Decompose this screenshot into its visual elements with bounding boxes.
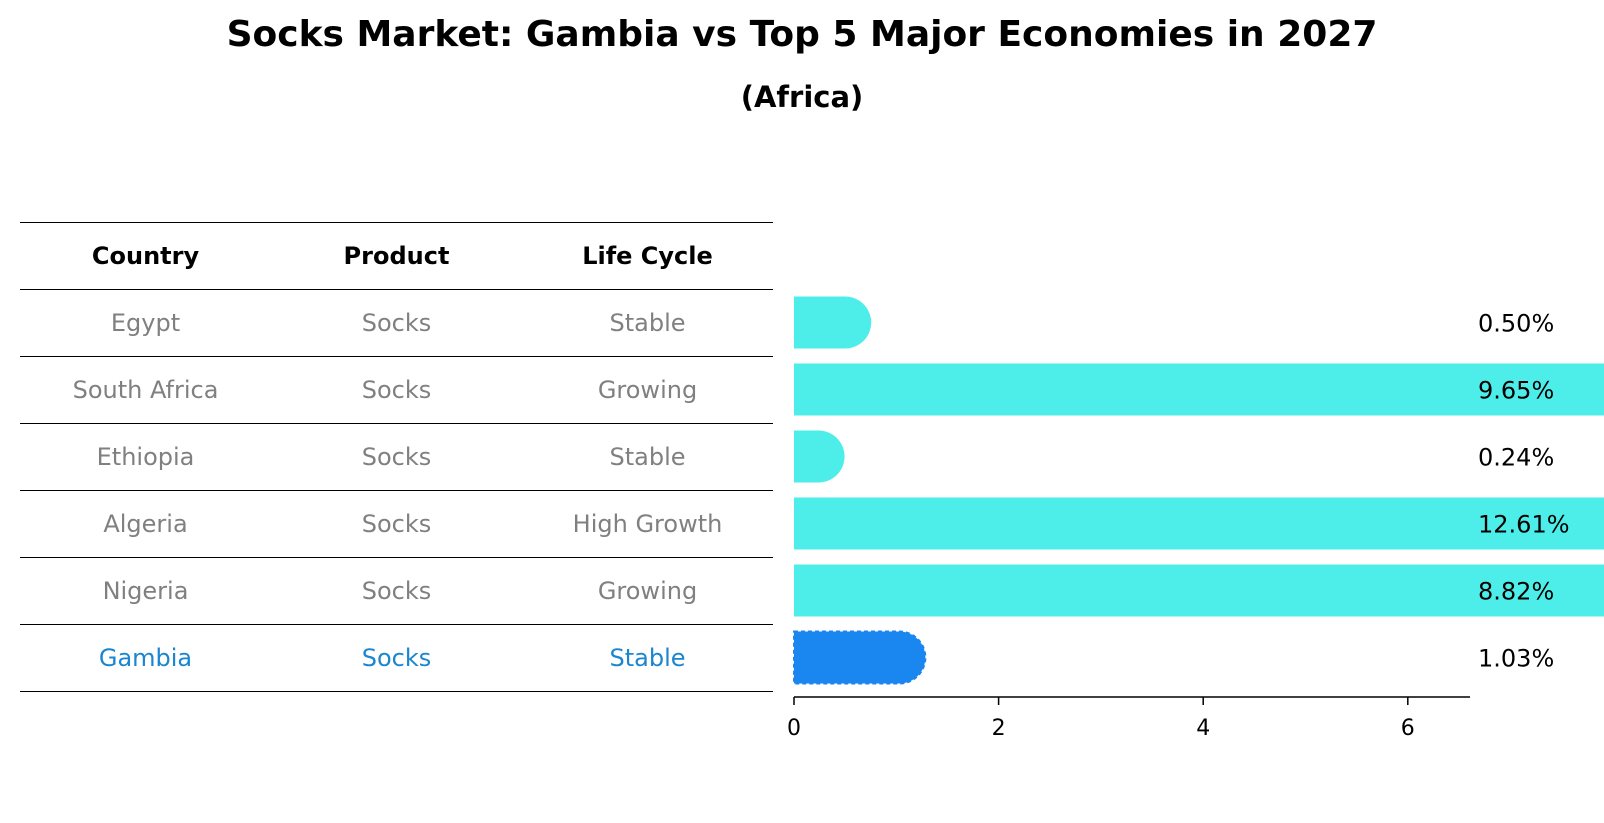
- country-cell: Algeria: [103, 510, 188, 538]
- bar-value-label: 12.61%: [1478, 511, 1570, 539]
- bar: [794, 296, 872, 349]
- life-cycle-cell: Growing: [597, 577, 698, 605]
- bar-shape: [794, 363, 1604, 416]
- header-country: Country: [91, 242, 200, 270]
- bar-highlighted-shape: [793, 630, 927, 685]
- life-cycle-cell: Stable: [609, 309, 686, 337]
- country-cell: Gambia: [98, 644, 193, 672]
- x-tick-label: 6: [1401, 716, 1415, 741]
- table-header-row: Country Product Life Cycle: [20, 222, 773, 289]
- bar-shape: [794, 564, 1604, 617]
- bar-highlighted: [793, 630, 927, 685]
- chart-title: Socks Market: Gambia vs Top 5 Major Econ…: [226, 14, 1378, 55]
- bar-value-label: 1.03%: [1478, 645, 1554, 673]
- header-product: Product: [343, 242, 450, 270]
- bar-value-label: 0.24%: [1478, 444, 1554, 472]
- product-cell: Socks: [361, 376, 432, 404]
- bar-shape: [794, 296, 872, 349]
- country-cell: South Africa: [72, 376, 219, 404]
- bar-value-label: 9.65%: [1478, 377, 1554, 405]
- bar: [794, 497, 1604, 550]
- table-row: Algeria Socks High Growth: [20, 490, 773, 557]
- bar-shape: [794, 497, 1604, 550]
- product-cell: Socks: [361, 644, 432, 672]
- data-table: Country Product Life Cycle Egypt Socks S…: [20, 222, 773, 692]
- chart-subtitle: (Africa): [740, 80, 864, 114]
- table-row-highlighted: Gambia Socks Stable: [20, 624, 773, 692]
- table-row: Nigeria Socks Growing: [20, 557, 773, 624]
- country-cell: Egypt: [110, 309, 181, 337]
- product-cell: Socks: [361, 510, 432, 538]
- life-cycle-cell: High Growth: [572, 510, 723, 538]
- bar-value-label: 8.82%: [1478, 578, 1554, 606]
- bar-shape: [794, 430, 845, 483]
- product-cell: Socks: [361, 443, 432, 471]
- country-cell: Ethiopia: [96, 443, 195, 471]
- bar-value-label: 0.50%: [1478, 310, 1554, 338]
- life-cycle-cell: Growing: [597, 376, 698, 404]
- table-row: Ethiopia Socks Stable: [20, 423, 773, 490]
- life-cycle-cell: Stable: [609, 644, 686, 672]
- x-tick-label: 0: [787, 716, 801, 741]
- bar: [794, 564, 1604, 617]
- header-life-cycle: Life Cycle: [582, 242, 713, 270]
- product-cell: Socks: [361, 577, 432, 605]
- x-tick-label: 2: [992, 716, 1006, 741]
- life-cycle-cell: Stable: [609, 443, 686, 471]
- table-row: Egypt Socks Stable: [20, 289, 773, 356]
- bar: [794, 430, 845, 483]
- x-tick-label: 4: [1196, 716, 1210, 741]
- product-cell: Socks: [361, 309, 432, 337]
- country-cell: Nigeria: [102, 577, 189, 605]
- bar: [794, 363, 1604, 416]
- table-row: South Africa Socks Growing: [20, 356, 773, 423]
